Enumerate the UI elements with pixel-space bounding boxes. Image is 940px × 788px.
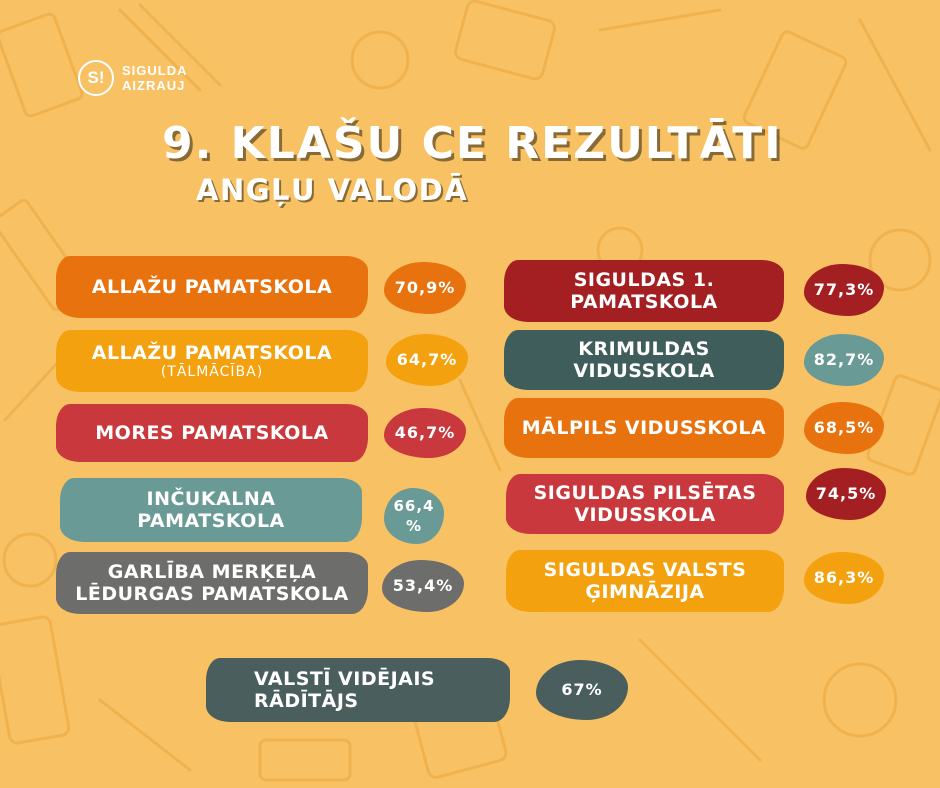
school-label: ALLAŽU PAMATSKOLA (56, 256, 368, 318)
school-label: SIGULDAS VALSTS ĢIMNĀZIJA (506, 550, 784, 612)
logo-text: SIGULDA AIZRAUJ (122, 63, 188, 93)
national-average-label: VALSTĪ VIDĒJAIS RĀDĪTĀJS (206, 658, 510, 722)
school-name: SIGULDAS VALSTS ĢIMNĀZIJA (543, 559, 747, 603)
school-name: ALLAŽU PAMATSKOLA (91, 276, 333, 298)
page-subtitle: ANGĻU VALODĀ (196, 173, 469, 207)
school-label: MORES PAMATSKOLA (56, 404, 368, 462)
result-badge: 46,7% (384, 408, 466, 458)
page-title: 9. KLAŠU CE REZULTĀTI (162, 118, 783, 169)
result-badge: 74,5% (806, 468, 886, 520)
national-average-text: VALSTĪ VIDĒJAIS RĀDĪTĀJS (254, 668, 436, 712)
school-label: KRIMULDAS VIDUSSKOLA (504, 330, 784, 390)
school-name: MĀLPILS VIDUSSKOLA (521, 417, 767, 439)
school-name: INČUKALNA PAMATSKOLA (137, 488, 285, 532)
school-name: KRIMULDAS VIDUSSKOLA (573, 338, 715, 382)
school-label: SIGULDAS 1. PAMATSKOLA (504, 260, 784, 322)
school-name: GARLĪBA MERĶEĻA LĒDURGAS PAMATSKOLA (75, 561, 349, 605)
school-label: INČUKALNA PAMATSKOLA (60, 478, 362, 542)
result-badge: 68,5% (804, 402, 884, 454)
school-label: SIGULDAS PILSĒTAS VIDUSSKOLA (506, 474, 784, 534)
logo-line-2: AIZRAUJ (122, 78, 186, 93)
school-label: ALLAŽU PAMATSKOLA (TĀLMĀCĪBA) (56, 330, 368, 392)
school-label: GARLĪBA MERĶEĻA LĒDURGAS PAMATSKOLA (56, 552, 368, 614)
school-label: MĀLPILS VIDUSSKOLA (504, 398, 784, 458)
result-badge: 53,4% (382, 560, 464, 612)
result-badge: 70,9% (384, 262, 466, 314)
sigulda-aizrauj-logo: S! SIGULDA AIZRAUJ (78, 60, 188, 96)
school-name: ALLAŽU PAMATSKOLA (91, 342, 333, 364)
result-badge: 82,7% (804, 334, 884, 386)
school-name: SIGULDAS 1. PAMATSKOLA (570, 269, 718, 313)
school-note: (TĀLMĀCĪBA) (160, 364, 264, 380)
logo-line-1: SIGULDA (122, 63, 188, 78)
result-badge: 66,4 % (384, 488, 444, 544)
school-name: MORES PAMATSKOLA (95, 422, 329, 444)
result-badge: 64,7% (386, 334, 468, 386)
school-name: SIGULDAS PILSĒTAS VIDUSSKOLA (533, 482, 757, 526)
result-badge: 77,3% (804, 264, 884, 316)
national-average-badge: 67% (536, 660, 628, 720)
logo-mark: S! (78, 60, 114, 96)
result-badge: 86,3% (804, 552, 884, 604)
